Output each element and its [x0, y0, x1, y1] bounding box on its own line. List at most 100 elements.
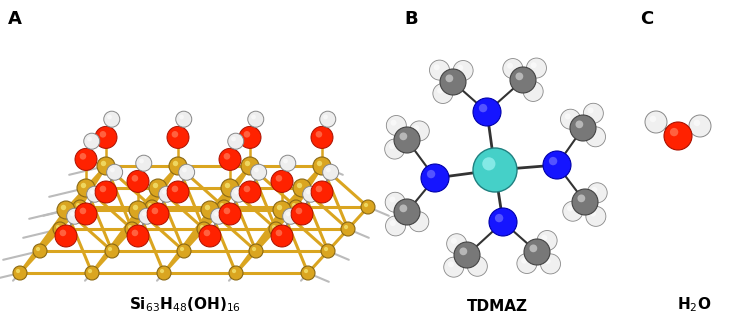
Circle shape — [283, 158, 288, 163]
Circle shape — [88, 269, 92, 273]
Circle shape — [55, 225, 77, 247]
Circle shape — [101, 161, 106, 166]
Circle shape — [129, 201, 147, 219]
Circle shape — [75, 203, 97, 225]
Circle shape — [316, 186, 322, 192]
Circle shape — [458, 65, 463, 71]
Circle shape — [81, 183, 86, 188]
Circle shape — [70, 212, 75, 216]
Circle shape — [228, 133, 244, 149]
Circle shape — [244, 131, 250, 138]
Circle shape — [311, 126, 333, 148]
Circle shape — [324, 247, 328, 251]
Circle shape — [36, 247, 40, 251]
Circle shape — [454, 242, 480, 268]
Circle shape — [291, 203, 313, 225]
Circle shape — [479, 104, 487, 112]
Circle shape — [280, 155, 296, 171]
Circle shape — [152, 208, 158, 214]
Circle shape — [560, 109, 581, 129]
Circle shape — [272, 225, 276, 229]
Circle shape — [80, 208, 86, 214]
Circle shape — [153, 183, 158, 188]
Circle shape — [100, 186, 106, 192]
Circle shape — [537, 231, 557, 251]
Circle shape — [221, 179, 239, 197]
Circle shape — [245, 161, 250, 166]
Circle shape — [567, 205, 573, 212]
Circle shape — [251, 114, 256, 119]
Circle shape — [572, 189, 598, 215]
Circle shape — [244, 186, 250, 192]
Circle shape — [232, 269, 236, 273]
Circle shape — [107, 114, 112, 119]
Circle shape — [531, 62, 537, 68]
Circle shape — [199, 225, 221, 247]
Circle shape — [56, 225, 60, 229]
Circle shape — [313, 157, 331, 175]
Circle shape — [239, 181, 261, 203]
Circle shape — [453, 61, 473, 81]
Circle shape — [182, 168, 187, 173]
Circle shape — [136, 155, 152, 171]
Circle shape — [80, 153, 86, 160]
Circle shape — [570, 115, 596, 141]
Circle shape — [132, 230, 138, 236]
Circle shape — [385, 216, 406, 236]
Circle shape — [587, 108, 593, 113]
Circle shape — [273, 201, 291, 219]
Circle shape — [277, 205, 282, 210]
Circle shape — [390, 220, 396, 226]
Circle shape — [283, 208, 299, 224]
Circle shape — [276, 175, 282, 182]
Circle shape — [132, 175, 138, 182]
Circle shape — [220, 203, 224, 207]
Circle shape — [575, 120, 584, 128]
Circle shape — [33, 244, 47, 258]
Circle shape — [252, 247, 256, 251]
Text: C: C — [640, 10, 653, 28]
Circle shape — [172, 131, 178, 138]
Circle shape — [444, 257, 464, 277]
Circle shape — [239, 126, 261, 148]
Circle shape — [16, 269, 20, 273]
Circle shape — [148, 203, 152, 207]
Circle shape — [179, 114, 184, 119]
Circle shape — [524, 239, 550, 265]
Circle shape — [471, 260, 477, 266]
Circle shape — [549, 157, 557, 165]
Circle shape — [158, 186, 175, 202]
Circle shape — [87, 136, 92, 141]
Circle shape — [459, 247, 467, 255]
Circle shape — [53, 222, 67, 236]
Circle shape — [271, 225, 293, 247]
Circle shape — [169, 157, 187, 175]
Circle shape — [66, 208, 83, 224]
Circle shape — [341, 222, 355, 236]
Circle shape — [590, 131, 596, 137]
Circle shape — [385, 139, 405, 159]
Circle shape — [433, 83, 453, 103]
Circle shape — [147, 203, 169, 225]
Circle shape — [180, 247, 184, 251]
Circle shape — [125, 222, 139, 236]
Circle shape — [139, 158, 144, 163]
Circle shape — [645, 111, 667, 133]
Circle shape — [503, 59, 523, 79]
Circle shape — [248, 111, 264, 127]
Circle shape — [105, 244, 119, 258]
Circle shape — [389, 143, 395, 149]
Circle shape — [323, 164, 339, 180]
Circle shape — [321, 244, 335, 258]
Circle shape — [386, 115, 406, 135]
Circle shape — [271, 171, 293, 193]
Circle shape — [489, 208, 517, 236]
Circle shape — [323, 114, 328, 119]
Circle shape — [473, 98, 501, 126]
Circle shape — [95, 181, 117, 203]
Circle shape — [527, 86, 533, 92]
Circle shape — [229, 266, 243, 280]
Circle shape — [421, 164, 449, 192]
Circle shape — [84, 133, 100, 149]
Circle shape — [317, 161, 322, 166]
